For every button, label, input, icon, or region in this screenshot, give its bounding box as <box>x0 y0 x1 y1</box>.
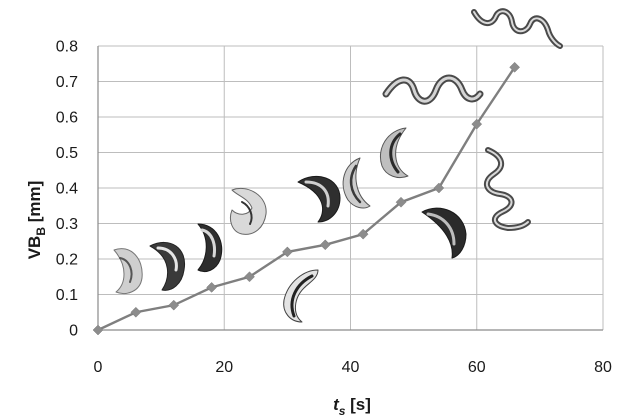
y-tick-label: 0.5 <box>56 145 78 162</box>
y-tick-label: 0 <box>69 323 78 340</box>
data-point <box>433 182 445 194</box>
series-line <box>97 66 516 332</box>
y-tick-label: 0.8 <box>56 39 78 56</box>
x-tick-label: 40 <box>342 359 360 376</box>
tick-labels: 0 0.1 0.2 0.3 0.4 0.5 0.6 0.7 0.8 0 20 40 60 80 <box>56 39 612 377</box>
series <box>92 61 520 336</box>
chip-image-5 <box>297 175 341 223</box>
data-point <box>319 239 331 251</box>
data-point <box>130 306 142 318</box>
chip-images <box>113 8 563 323</box>
chip-image-6 <box>342 157 371 209</box>
x-tick-label: 0 <box>94 359 103 376</box>
y-tick-label: 0.3 <box>56 216 78 233</box>
chip-image-1 <box>113 248 143 294</box>
chip-image-10 <box>382 74 484 105</box>
data-point <box>244 271 255 283</box>
chip-image-7 <box>380 127 409 179</box>
x-tick-label: 60 <box>468 359 486 376</box>
y-tick-label: 0.1 <box>56 287 78 304</box>
chip-image-12 <box>483 147 531 231</box>
y-tick-label: 0.7 <box>56 74 78 91</box>
axes <box>97 46 603 331</box>
y-tick-label: 0.2 <box>56 252 78 269</box>
y-tick-label: 0.4 <box>56 181 78 198</box>
x-tick-label: 80 <box>594 359 612 376</box>
data-point <box>92 324 104 336</box>
y-axis-label: VBB [mm] <box>25 181 48 260</box>
chip-image-9 <box>421 207 467 259</box>
data-point <box>395 196 407 208</box>
data-point <box>471 118 483 130</box>
x-tick-label: 20 <box>215 359 233 376</box>
x-axis-label: ts [s] <box>333 395 371 418</box>
chip-image-3 <box>197 223 223 273</box>
data-point <box>168 299 180 311</box>
data-point <box>206 282 217 293</box>
data-point <box>357 228 369 240</box>
chip-image-4 <box>229 188 267 235</box>
chip-image-8 <box>283 269 319 323</box>
data-point <box>509 61 520 73</box>
y-tick-label: 0.6 <box>56 110 78 127</box>
data-point <box>282 246 293 258</box>
chip-image-2 <box>149 241 186 291</box>
chip-image-11 <box>471 8 563 49</box>
